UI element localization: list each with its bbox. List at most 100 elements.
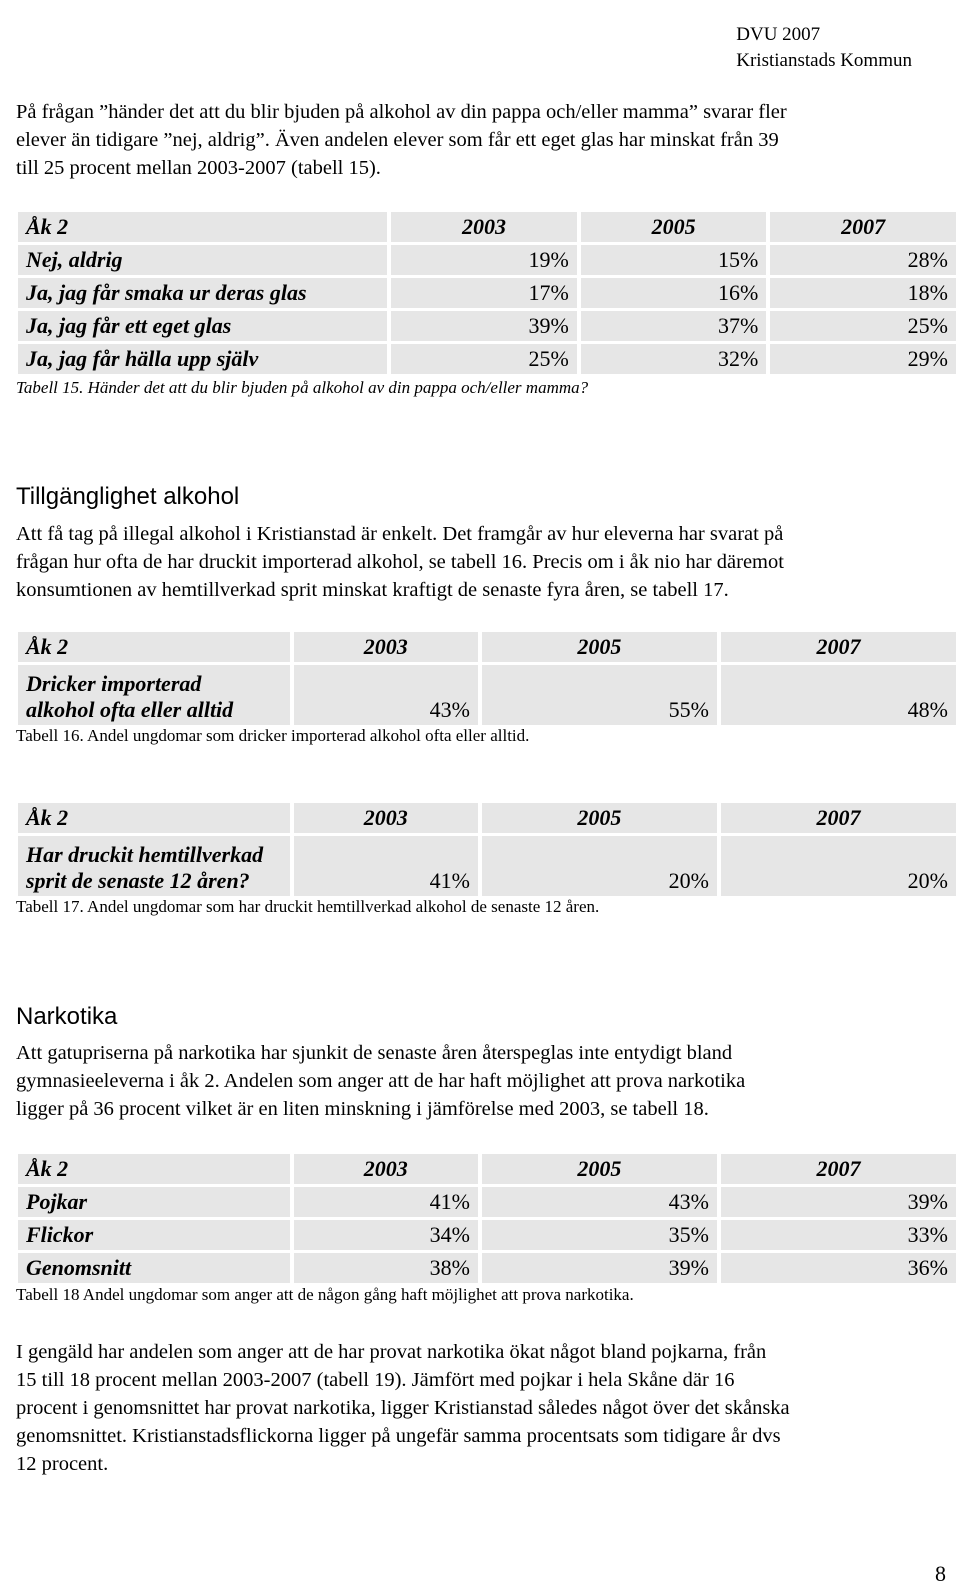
table-row: Ja, jag får ett eget glas 39% 37% 25%: [18, 311, 956, 341]
cell-value: 41%: [293, 1187, 478, 1217]
table-16: Åk 2 2003 2005 2007 Dricker importerad a…: [14, 629, 960, 728]
row-label: Dricker importerad alkohol ofta eller al…: [18, 665, 290, 725]
column-header: 2003: [391, 212, 577, 242]
row-label: Ja, jag får ett eget glas: [18, 311, 388, 341]
column-header: 2005: [481, 632, 717, 662]
header-municipality: Kristianstads Kommun: [736, 50, 912, 71]
text-line: 12 procent.: [16, 1453, 109, 1475]
cell-value: 29%: [770, 344, 956, 374]
cell-value: 18%: [770, 278, 956, 308]
row-label: Nej, aldrig: [18, 245, 388, 275]
section-paragraph: Att gatupriserna på narkotika har sjunki…: [16, 1039, 956, 1123]
column-header: 2007: [720, 1154, 956, 1184]
text-line: ligger på 36 procent vilket är en liten …: [16, 1098, 709, 1120]
closing-paragraph: I gengäld har andelen som anger att de h…: [16, 1338, 956, 1478]
table-18-caption: Tabell 18 Andel ungdomar som anger att d…: [16, 1285, 634, 1305]
text-line: genomsnittet. Kristianstadsflickorna lig…: [16, 1425, 781, 1447]
cell-value: 15%: [580, 245, 767, 275]
intro-paragraph: På frågan ”händer det att du blir bjuden…: [16, 98, 956, 182]
header-year: DVU 2007: [736, 24, 821, 45]
table-18: Åk 2 2003 2005 2007 Pojkar 41% 43% 39% F…: [14, 1151, 960, 1286]
cell-value: 25%: [770, 311, 956, 341]
cell-value: 36%: [720, 1253, 956, 1283]
table-row: Nej, aldrig 19% 15% 28%: [18, 245, 956, 275]
text-line: till 25 procent mellan 2003-2007 (tabell…: [16, 157, 381, 179]
cell-value: 34%: [293, 1220, 478, 1250]
table-row: Flickor 34% 35% 33%: [18, 1220, 956, 1250]
column-header: 2007: [770, 212, 956, 242]
section-heading: Narkotika: [16, 1003, 118, 1030]
row-label: Har druckit hemtillverkad sprit de senas…: [18, 836, 290, 896]
column-header: 2007: [720, 803, 956, 833]
page-number: 8: [935, 1561, 946, 1586]
cell-value: 35%: [481, 1220, 717, 1250]
cell-value: 41%: [293, 836, 478, 896]
table-row: Dricker importerad alkohol ofta eller al…: [18, 665, 956, 725]
text-line: I gengäld har andelen som anger att de h…: [16, 1341, 767, 1363]
cell-value: 55%: [481, 665, 717, 725]
column-header: 2007: [720, 632, 956, 662]
row-label-line: sprit de senaste 12 åren?: [26, 868, 250, 893]
column-header: Åk 2: [18, 212, 388, 242]
row-label: Ja, jag får hälla upp själv: [18, 344, 388, 374]
column-header: Åk 2: [18, 632, 290, 662]
table-17-caption: Tabell 17. Andel ungdomar som har drucki…: [16, 897, 599, 917]
column-header: 2003: [293, 1154, 478, 1184]
table-header-row: Åk 2 2003 2005 2007: [18, 212, 956, 242]
cell-value: 39%: [720, 1187, 956, 1217]
table-15: Åk 2 2003 2005 2007 Nej, aldrig 19% 15% …: [14, 209, 960, 377]
text-line: Att få tag på illegal alkohol i Kristian…: [16, 523, 784, 545]
row-label-line: Har druckit hemtillverkad: [26, 842, 264, 867]
cell-value: 17%: [391, 278, 577, 308]
table-header-row: Åk 2 2003 2005 2007: [18, 632, 956, 662]
cell-value: 28%: [770, 245, 956, 275]
cell-value: 43%: [481, 1187, 717, 1217]
cell-value: 16%: [580, 278, 767, 308]
row-label: Genomsnitt: [18, 1253, 290, 1283]
table-header-row: Åk 2 2003 2005 2007: [18, 1154, 956, 1184]
table-row: Genomsnitt 38% 39% 36%: [18, 1253, 956, 1283]
cell-value: 39%: [391, 311, 577, 341]
cell-value: 39%: [481, 1253, 717, 1283]
table-16-caption-text: Tabell 16. Andel ungdomar som dricker im…: [16, 726, 530, 745]
table-row: Har druckit hemtillverkad sprit de senas…: [18, 836, 956, 896]
column-header: Åk 2: [18, 1154, 290, 1184]
text-line: elever än tidigare ”nej, aldrig”. Även a…: [16, 129, 779, 151]
table-row: Ja, jag får hälla upp själv 25% 32% 29%: [18, 344, 956, 374]
text-line: 15 till 18 procent mellan 2003-2007 (tab…: [16, 1369, 735, 1391]
column-header: 2005: [481, 803, 717, 833]
text-line: frågan hur ofta de har druckit importera…: [16, 551, 784, 573]
column-header: 2003: [293, 632, 478, 662]
table-row: Pojkar 41% 43% 39%: [18, 1187, 956, 1217]
cell-value: 20%: [720, 836, 956, 896]
table-18-caption-text: Tabell 18 Andel ungdomar som anger att d…: [16, 1285, 634, 1304]
text-line: Att gatupriserna på narkotika har sjunki…: [16, 1042, 733, 1064]
table-row: Ja, jag får smaka ur deras glas 17% 16% …: [18, 278, 956, 308]
cell-value: 25%: [391, 344, 577, 374]
column-header: Åk 2: [18, 803, 290, 833]
table-17-caption-text: Tabell 17. Andel ungdomar som har drucki…: [16, 897, 600, 916]
table-15-caption: Tabell 15. Händer det att du blir bjuden…: [16, 378, 589, 397]
table-17: Åk 2 2003 2005 2007 Har druckit hemtillv…: [14, 800, 960, 899]
cell-value: 32%: [580, 344, 767, 374]
cell-value: 19%: [391, 245, 577, 275]
cell-value: 33%: [720, 1220, 956, 1250]
cell-value: 48%: [720, 665, 956, 725]
column-header: 2003: [293, 803, 478, 833]
cell-value: 20%: [481, 836, 717, 896]
table-16-caption: Tabell 16. Andel ungdomar som dricker im…: [16, 726, 529, 746]
text-line: gymnasieeleverna i åk 2. Andelen som ang…: [16, 1070, 746, 1092]
row-label-line: alkohol ofta eller alltid: [26, 697, 234, 722]
table-header-row: Åk 2 2003 2005 2007: [18, 803, 956, 833]
text-line: konsumtionen av hemtillverkad sprit mins…: [16, 579, 729, 601]
cell-value: 38%: [293, 1253, 478, 1283]
text-line: procent i genomsnittet har provat narkot…: [16, 1397, 790, 1419]
text-line: På frågan ”händer det att du blir bjuden…: [16, 101, 787, 123]
column-header: 2005: [580, 212, 767, 242]
cell-value: 43%: [293, 665, 478, 725]
section-heading: Tillgänglighet alkohol: [16, 483, 240, 510]
section-paragraph: Att få tag på illegal alkohol i Kristian…: [16, 520, 956, 604]
row-label-line: Dricker importerad: [26, 671, 202, 696]
row-label: Pojkar: [18, 1187, 290, 1217]
row-label: Flickor: [18, 1220, 290, 1250]
